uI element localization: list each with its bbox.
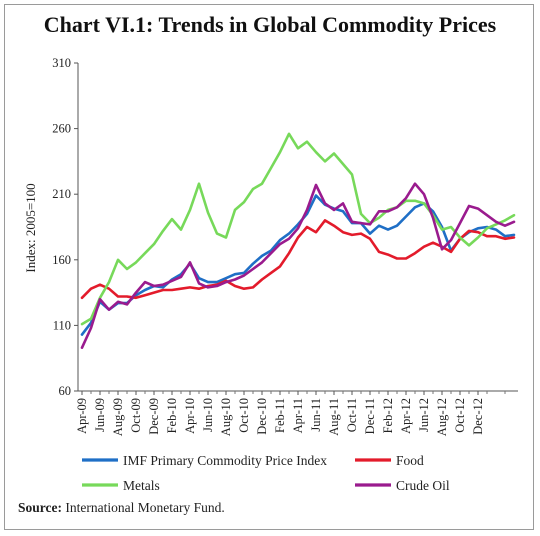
x-tick-label: Feb-12 bbox=[381, 398, 395, 433]
x-tick-label: Jun-09 bbox=[93, 398, 107, 432]
y-tick-label: 60 bbox=[59, 384, 72, 398]
x-tick-label: Apr-09 bbox=[75, 398, 89, 434]
x-tick-label: Jun-12 bbox=[417, 398, 431, 432]
x-tick-label: Aug-12 bbox=[435, 398, 449, 436]
source-note: Source: International Monetary Fund. bbox=[18, 500, 225, 516]
x-tick-label: Feb-11 bbox=[273, 398, 287, 433]
series-line-metals bbox=[80, 132, 516, 326]
legend-label-metals: Metals bbox=[123, 478, 160, 493]
series-line-imf-primary-commodity-price-index bbox=[80, 194, 516, 336]
x-tick-label: Apr-10 bbox=[183, 398, 197, 434]
y-axis-label: Index: 2005=100 bbox=[23, 183, 38, 272]
x-tick-label: Apr-11 bbox=[291, 398, 305, 433]
y-tick-label: 210 bbox=[52, 187, 71, 201]
y-tick-label: 110 bbox=[53, 318, 71, 332]
chart-frame bbox=[4, 4, 534, 530]
legend-label-imf-primary-commodity-price-index: IMF Primary Commodity Price Index bbox=[123, 453, 327, 468]
source-text: International Monetary Fund. bbox=[65, 500, 225, 515]
legend-label-crude-oil: Crude Oil bbox=[396, 478, 450, 493]
x-tick-label: Oct-12 bbox=[453, 398, 467, 433]
series-line-food bbox=[80, 219, 516, 300]
source-label: Source: bbox=[18, 500, 62, 515]
x-tick-label: Feb-10 bbox=[165, 398, 179, 433]
legend-label-food: Food bbox=[396, 453, 424, 468]
x-tick-label: Dec-11 bbox=[363, 398, 377, 434]
x-tick-label: Aug-11 bbox=[327, 398, 341, 436]
y-tick-label: 160 bbox=[52, 253, 71, 267]
x-tick-label: Aug-10 bbox=[219, 398, 233, 436]
series-line-crude-oil bbox=[80, 182, 516, 350]
x-tick-label: Dec-09 bbox=[147, 398, 161, 435]
x-tick-label: Dec-10 bbox=[255, 398, 269, 435]
x-tick-label: Oct-10 bbox=[237, 398, 251, 433]
x-tick-label: Jun-11 bbox=[309, 398, 323, 432]
y-tick-label: 310 bbox=[52, 56, 71, 70]
x-tick-label: Apr-12 bbox=[399, 398, 413, 434]
x-tick-label: Oct-11 bbox=[345, 398, 359, 432]
x-tick-label: Aug-09 bbox=[111, 398, 125, 436]
x-tick-label: Dec-12 bbox=[471, 398, 485, 435]
y-tick-label: 260 bbox=[52, 122, 71, 136]
chart-title: Chart VI.1: Trends in Global Commodity P… bbox=[43, 12, 497, 37]
x-tick-label: Jun-10 bbox=[201, 398, 215, 432]
x-tick-label: Oct-09 bbox=[129, 398, 143, 433]
